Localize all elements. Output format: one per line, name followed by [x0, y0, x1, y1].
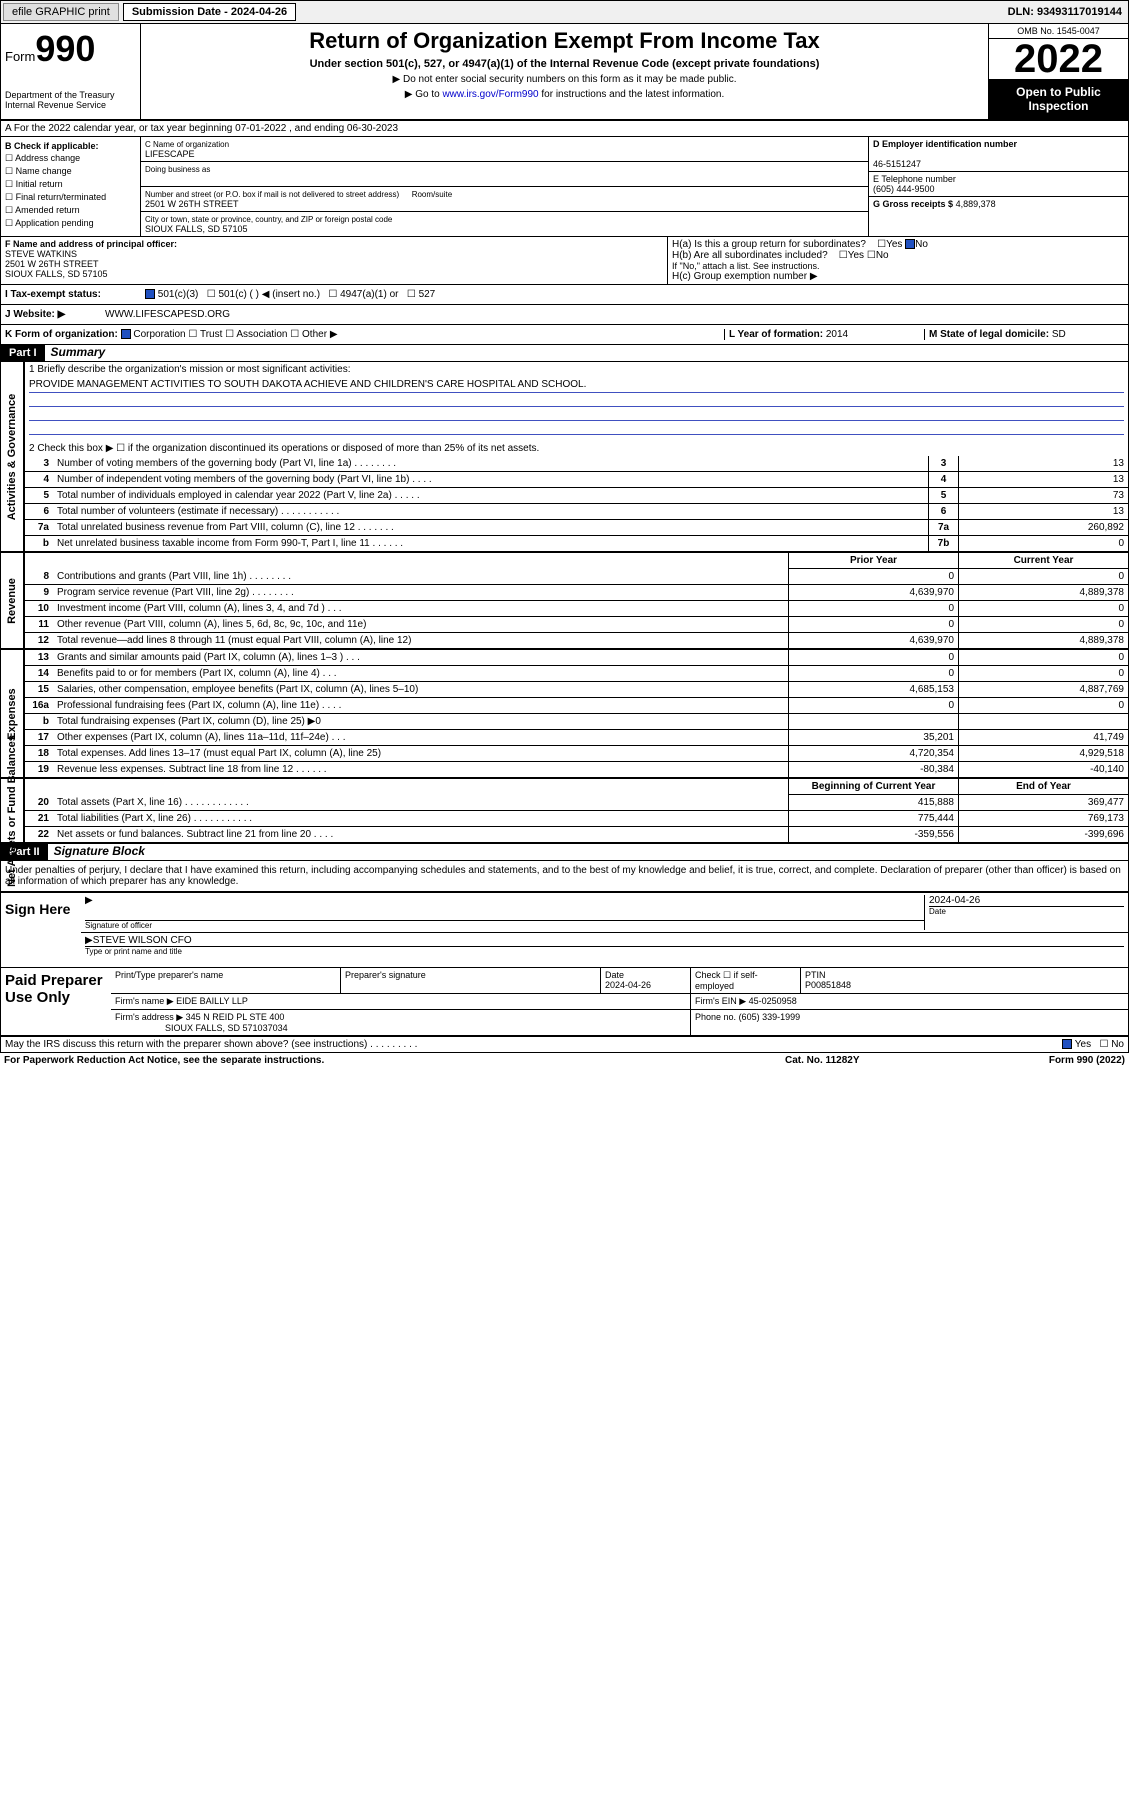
table-row: 15Salaries, other compensation, employee… [25, 682, 1128, 698]
begin-year-hdr: Beginning of Current Year [788, 779, 958, 795]
table-row: 6Total number of volunteers (estimate if… [25, 504, 1128, 520]
row-a: A For the 2022 calendar year, or tax yea… [1, 121, 1128, 137]
table-row: 20Total assets (Part X, line 16) . . . .… [25, 795, 1128, 811]
table-row: 18Total expenses. Add lines 13–17 (must … [25, 746, 1128, 762]
efile-button[interactable]: efile GRAPHIC print [3, 3, 119, 21]
org-address: 2501 W 26TH STREET [145, 199, 239, 209]
signature-section: Under penalties of perjury, I declare th… [1, 861, 1128, 1052]
table-row: 12Total revenue—add lines 8 through 11 (… [25, 633, 1128, 648]
netassets-section: Net Assets or Fund Balances Beginning of… [1, 779, 1128, 844]
footer: For Paperwork Reduction Act Notice, see … [0, 1053, 1129, 1068]
irs-link[interactable]: www.irs.gov/Form990 [442, 89, 538, 100]
group-return: H(a) Is this a group return for subordin… [668, 237, 1128, 284]
row-i: I Tax-exempt status: 501(c)(3) ☐ 501(c) … [1, 285, 1128, 305]
table-row: 7aTotal unrelated business revenue from … [25, 520, 1128, 536]
table-row: 17Other expenses (Part IX, column (A), l… [25, 730, 1128, 746]
row-k: K Form of organization: Corporation ☐ Tr… [1, 325, 1128, 345]
table-row: bTotal fundraising expenses (Part IX, co… [25, 714, 1128, 730]
top-bar: efile GRAPHIC print Submission Date - 20… [1, 1, 1128, 24]
ssn-note: ▶ Do not enter social security numbers o… [145, 74, 984, 85]
employer-info: D Employer identification number46-51512… [868, 137, 1128, 236]
firm-name: EIDE BAILLY LLP [176, 996, 248, 1006]
firm-addr: 345 N REID PL STE 400 [186, 1012, 285, 1022]
sign-here: Sign Here [1, 893, 81, 967]
check-name-change[interactable]: ☐ Name change [5, 166, 136, 177]
end-year-hdr: End of Year [958, 779, 1128, 795]
part2-header: Part II Signature Block [1, 844, 1128, 861]
subtitle: Under section 501(c), 527, or 4947(a)(1)… [145, 58, 984, 70]
table-row: 22Net assets or fund balances. Subtract … [25, 827, 1128, 842]
header-right: OMB No. 1545-0047 2022 Open to Public In… [988, 24, 1128, 119]
table-row: 10Investment income (Part VIII, column (… [25, 601, 1128, 617]
table-row: 9Program service revenue (Part VIII, lin… [25, 585, 1128, 601]
table-row: 11Other revenue (Part VIII, column (A), … [25, 617, 1128, 633]
header-left: Form990 Department of the Treasury Inter… [1, 24, 141, 119]
gross-receipts: 4,889,378 [956, 199, 996, 209]
corp-check[interactable] [121, 329, 131, 339]
goto-line: ▶ Go to www.irs.gov/Form990 for instruct… [145, 89, 984, 100]
may-irs-yes[interactable] [1062, 1039, 1072, 1049]
check-initial-return[interactable]: ☐ Initial return [5, 179, 136, 190]
form-number: 990 [35, 28, 95, 69]
dln: DLN: 93493117019144 [1008, 6, 1126, 18]
ptin: P00851848 [805, 980, 851, 990]
part1-header: Part I Summary [1, 345, 1128, 362]
table-row: bNet unrelated business taxable income f… [25, 536, 1128, 551]
firm-phone: (605) 339-1999 [739, 1012, 801, 1022]
table-row: 21Total liabilities (Part X, line 26) . … [25, 811, 1128, 827]
section-f: F Name and address of principal officer:… [1, 237, 1128, 285]
check-amended[interactable]: ☐ Amended return [5, 205, 136, 216]
org-city: SIOUX FALLS, SD 57105 [145, 224, 248, 234]
row-j: J Website: ▶ WWW.LIFESCAPESD.ORG [1, 305, 1128, 325]
table-row: 4Number of independent voting members of… [25, 472, 1128, 488]
firm-ein: 45-0250958 [749, 996, 797, 1006]
section-b: B Check if applicable: ☐ Address change … [1, 137, 1128, 237]
website[interactable]: WWW.LIFESCAPESD.ORG [105, 309, 230, 320]
state-domicile: SD [1052, 329, 1066, 340]
header-mid: Return of Organization Exempt From Incom… [141, 24, 988, 119]
mission-text: PROVIDE MANAGEMENT ACTIVITIES TO SOUTH D… [29, 379, 1124, 393]
501c3-check[interactable] [145, 289, 155, 299]
org-name: LIFESCAPE [145, 149, 195, 159]
prior-year-hdr: Prior Year [788, 553, 958, 569]
check-app-pending[interactable]: ☐ Application pending [5, 218, 136, 229]
phone: (605) 444-9500 [873, 184, 935, 194]
prep-date: 2024-04-26 [605, 980, 651, 990]
paid-preparer: Paid Preparer Use Only [1, 968, 111, 1035]
org-info: C Name of organizationLIFESCAPE Doing bu… [141, 137, 868, 236]
revenue-section: Revenue Prior YearCurrent Year 8Contribu… [1, 553, 1128, 650]
form-header: Form990 Department of the Treasury Inter… [1, 24, 1128, 121]
tax-year: 2022 [989, 39, 1128, 79]
table-row: 8Contributions and grants (Part VIII, li… [25, 569, 1128, 585]
table-row: 3Number of voting members of the governi… [25, 456, 1128, 472]
sig-date: 2024-04-26 [929, 895, 980, 906]
year-formed: 2014 [826, 329, 848, 340]
check-if-applicable: B Check if applicable: ☐ Address change … [1, 137, 141, 236]
principal-officer: F Name and address of principal officer:… [1, 237, 668, 284]
open-inspection: Open to Public Inspection [989, 79, 1128, 119]
table-row: 13Grants and similar amounts paid (Part … [25, 650, 1128, 666]
officer-name: STEVE WATKINS [5, 249, 77, 259]
table-row: 19Revenue less expenses. Subtract line 1… [25, 762, 1128, 777]
officer-sig-name: STEVE WILSON CFO [93, 935, 192, 946]
ha-no-check[interactable] [905, 239, 915, 249]
table-row: 5Total number of individuals employed in… [25, 488, 1128, 504]
form-title: Return of Organization Exempt From Incom… [145, 28, 984, 54]
governance-section: Activities & Governance 1 Briefly descri… [1, 362, 1128, 553]
submission-date: Submission Date - 2024-04-26 [123, 3, 296, 21]
q2-text: 2 Check this box ▶ ☐ if the organization… [25, 437, 1128, 456]
expenses-section: Expenses 13Grants and similar amounts pa… [1, 650, 1128, 779]
may-irs-row: May the IRS discuss this return with the… [1, 1037, 1128, 1052]
dept-label: Department of the Treasury Internal Reve… [5, 90, 136, 110]
check-final-return[interactable]: ☐ Final return/terminated [5, 192, 136, 203]
check-address-change[interactable]: ☐ Address change [5, 153, 136, 164]
table-row: 14Benefits paid to or for members (Part … [25, 666, 1128, 682]
current-year-hdr: Current Year [958, 553, 1128, 569]
form-container: efile GRAPHIC print Submission Date - 20… [0, 0, 1129, 1053]
table-row: 16aProfessional fundraising fees (Part I… [25, 698, 1128, 714]
form-word: Form [5, 49, 35, 64]
q1-label: 1 Briefly describe the organization's mi… [25, 362, 1128, 377]
ein: 46-5151247 [873, 159, 921, 169]
declaration: Under penalties of perjury, I declare th… [1, 861, 1128, 891]
